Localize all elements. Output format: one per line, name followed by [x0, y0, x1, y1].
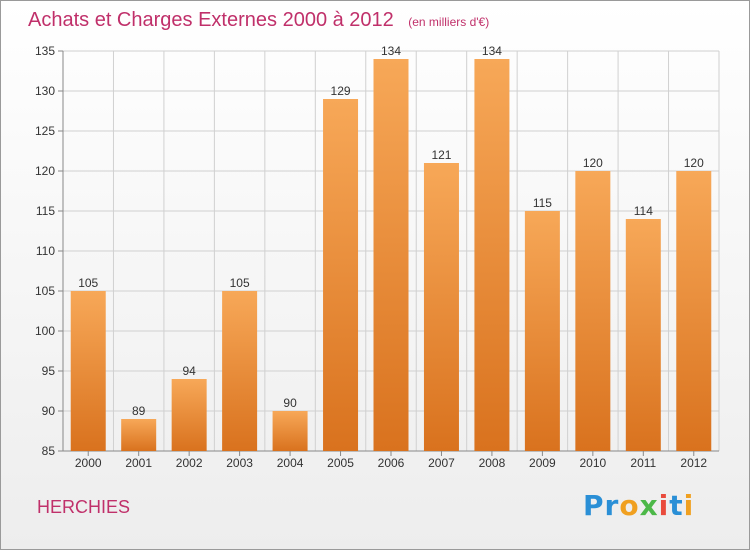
x-tick-label: 2007	[428, 456, 455, 470]
bar-value-label: 90	[283, 396, 297, 410]
chart-title-block: Achats et Charges Externes 2000 à 2012 (…	[28, 9, 489, 32]
y-tick-label: 95	[42, 364, 56, 378]
y-tick-label: 115	[36, 204, 55, 218]
brand-logo: Proxiti	[583, 489, 695, 522]
bar	[423, 163, 459, 451]
y-tick-label: 135	[35, 44, 55, 58]
x-tick-label: 2002	[176, 456, 203, 470]
bar	[171, 379, 207, 451]
y-tick-label: 90	[42, 404, 56, 418]
y-tick-label: 105	[35, 284, 55, 298]
x-tick-label: 2009	[529, 456, 556, 470]
bar-value-label: 105	[230, 276, 250, 290]
chart-title: Achats et Charges Externes 2000 à 2012	[28, 9, 394, 31]
bar	[625, 219, 661, 451]
y-tick-label: 125	[35, 124, 55, 138]
y-tick-label: 110	[36, 244, 55, 258]
x-tick-label: 2003	[226, 456, 253, 470]
x-tick-label: 2011	[630, 456, 656, 470]
bar-value-label: 134	[482, 44, 502, 58]
bar-value-label: 129	[331, 84, 351, 98]
bar	[575, 171, 611, 451]
x-tick-label: 2001	[125, 456, 152, 470]
x-tick-label: 2004	[277, 456, 304, 470]
bars	[70, 59, 712, 451]
y-tick-label: 100	[35, 324, 55, 338]
location-name: HERCHIES	[37, 497, 131, 517]
y-tick-label: 120	[35, 164, 55, 178]
bar	[70, 291, 106, 451]
x-tick-label: 2006	[378, 456, 405, 470]
bar	[121, 419, 157, 451]
bar	[373, 59, 409, 451]
bar	[222, 291, 258, 451]
bar-value-label: 89	[132, 404, 146, 418]
bar-value-label: 120	[684, 156, 704, 170]
data-labels: 105 89 94 105 90 129 134 121 134 115 120 114 120	[78, 44, 704, 418]
chart-unit: (en milliers d'€)	[408, 15, 490, 29]
bar-value-label: 114	[634, 204, 653, 218]
bar	[474, 59, 510, 451]
bar-value-label: 120	[583, 156, 603, 170]
x-tick-label: 2010	[579, 456, 606, 470]
x-tick-label: 2000	[75, 456, 102, 470]
axes: 85 90 95 100 105 110 115 120 125 130 135 2000 2001 20…	[35, 44, 719, 470]
y-tick-label: 130	[35, 84, 55, 98]
x-tick-label: 2012	[680, 456, 707, 470]
x-tick-label: 2005	[327, 456, 354, 470]
bar-value-label: 121	[431, 148, 451, 162]
bar	[323, 99, 359, 451]
bar-value-label: 134	[381, 44, 401, 58]
bar	[524, 211, 560, 451]
bar-value-label: 94	[182, 364, 196, 378]
x-tick-label: 2008	[479, 456, 506, 470]
bar	[272, 411, 308, 451]
bar	[676, 171, 712, 451]
bar-value-label: 115	[533, 196, 552, 210]
y-tick-label: 85	[42, 444, 56, 458]
bar-value-label: 105	[78, 276, 98, 290]
